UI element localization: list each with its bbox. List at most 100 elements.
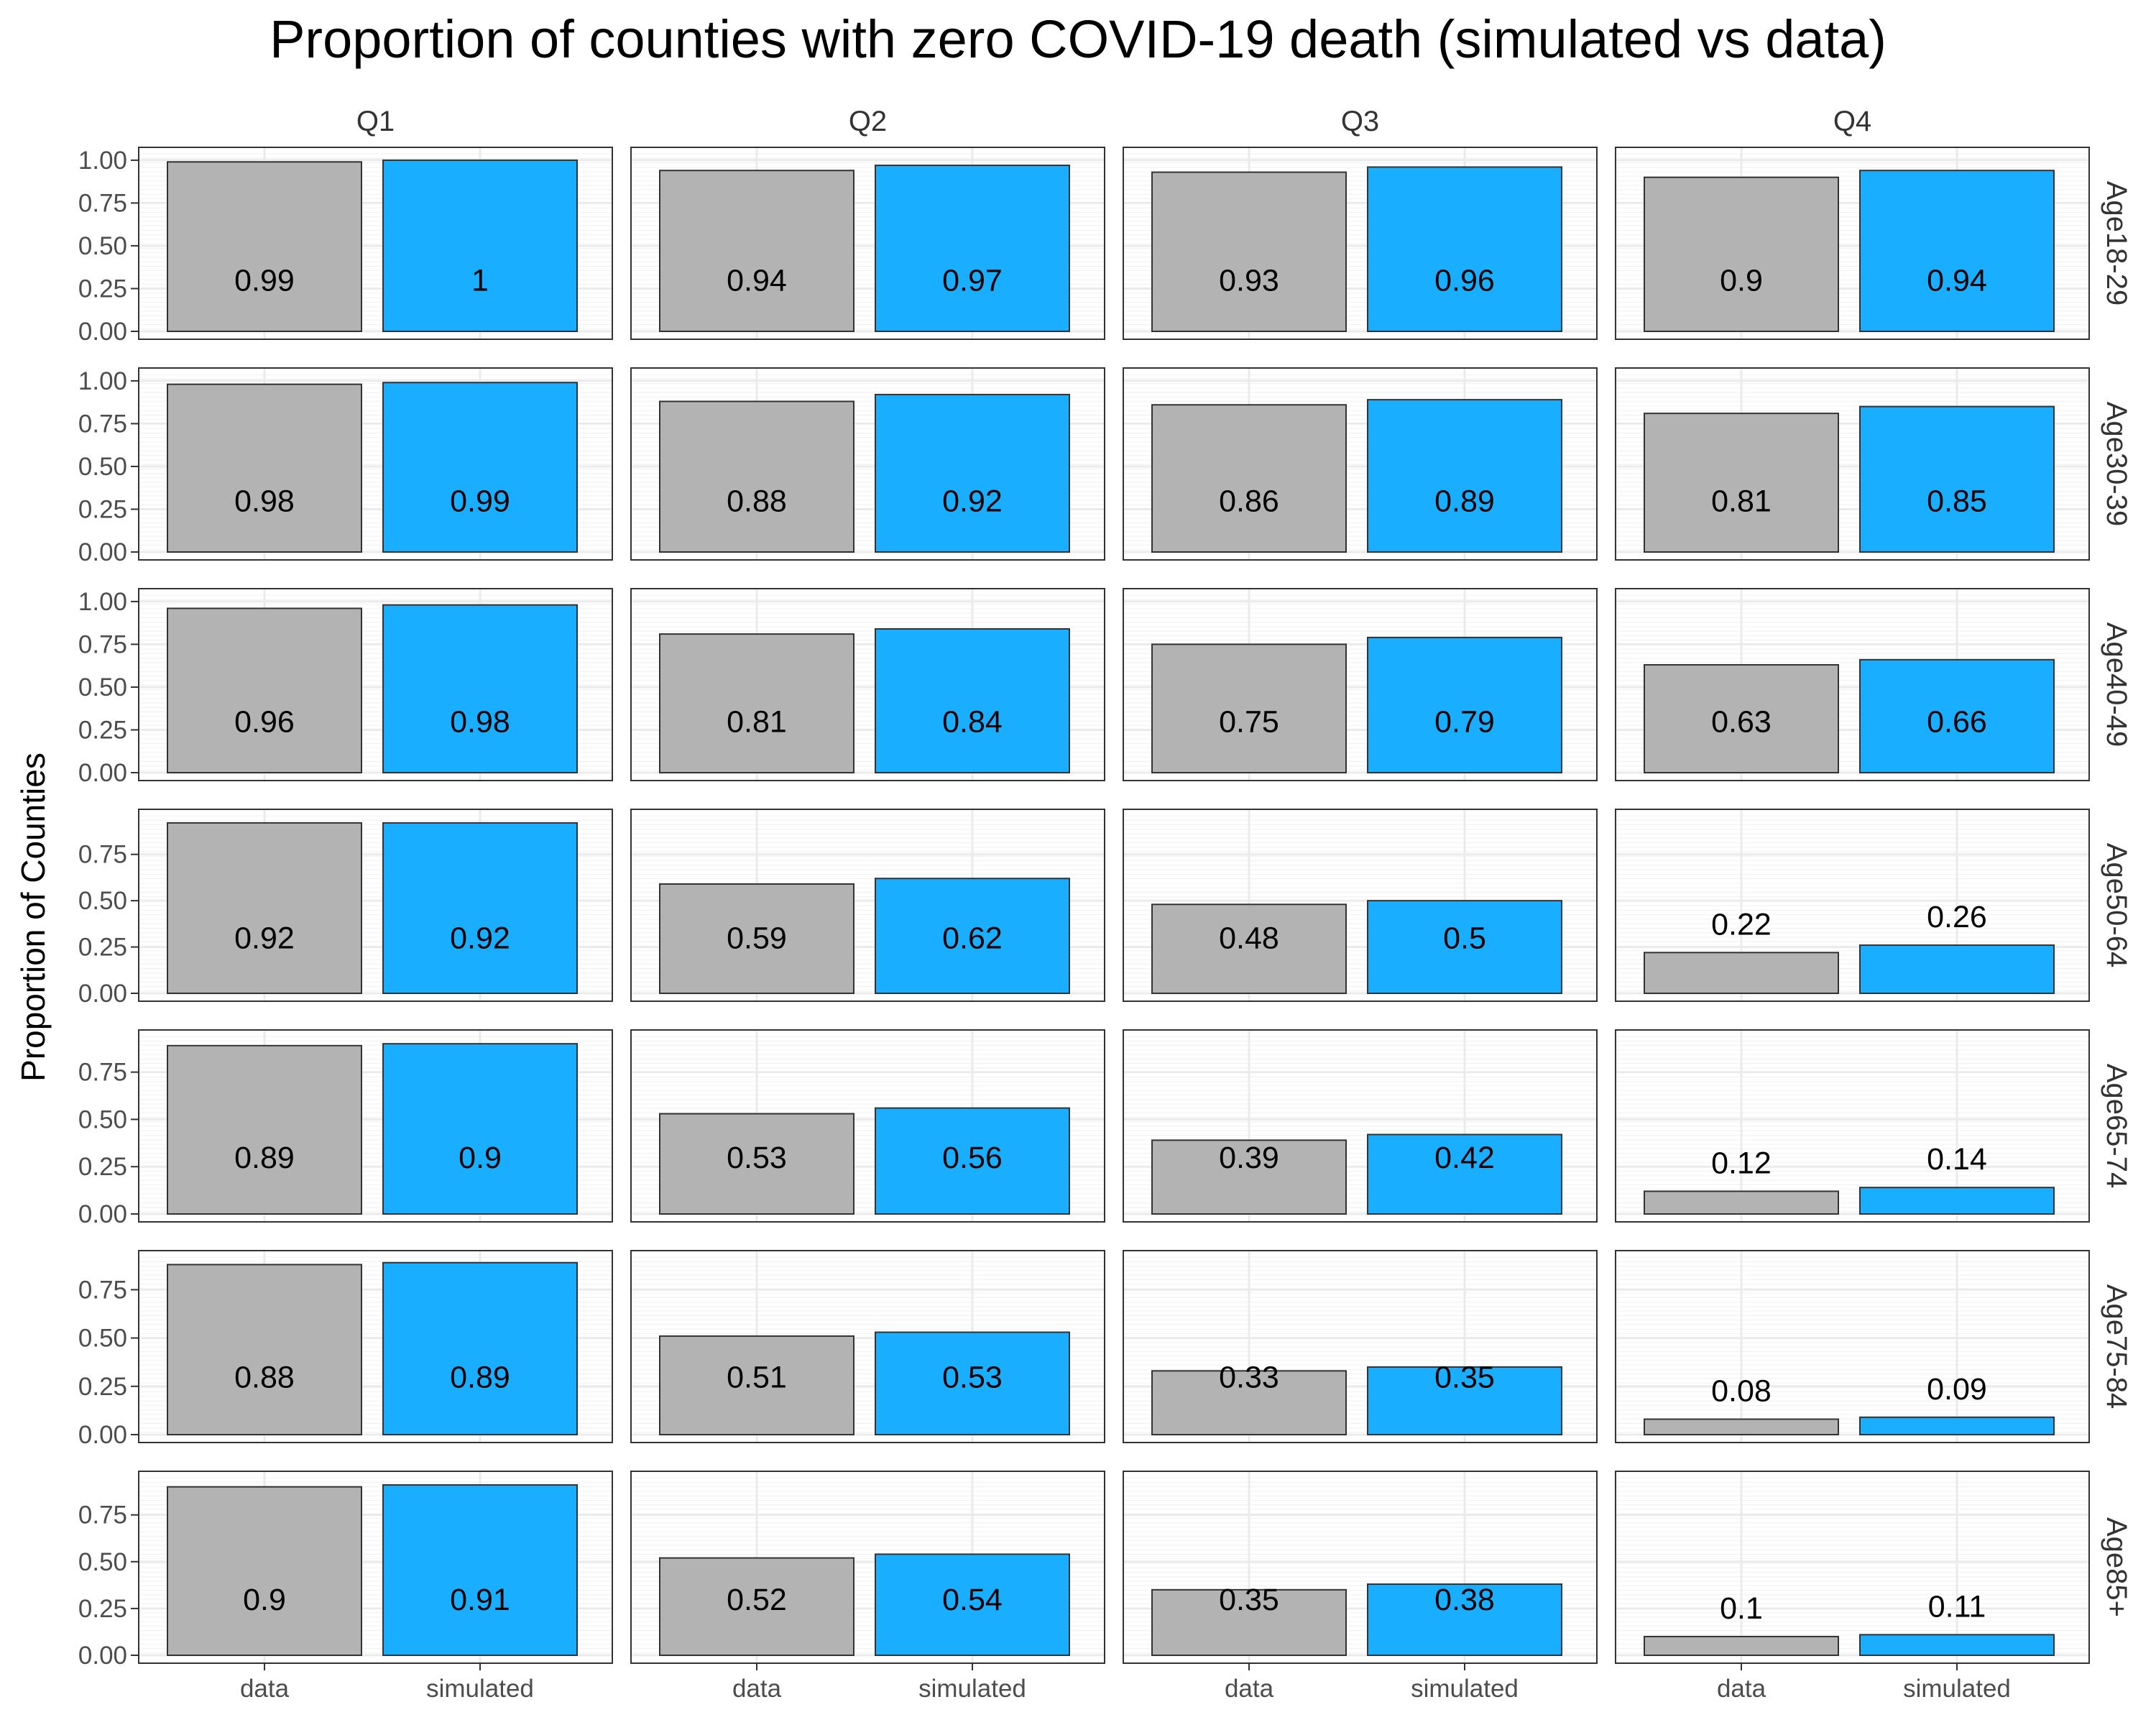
y-tick-label: 0.00	[78, 1200, 127, 1228]
y-tick-label: 0.25	[78, 1595, 127, 1623]
panel-border	[138, 1250, 613, 1443]
y-tick-label: 0.25	[78, 716, 127, 744]
panel: 0.08 0.09	[1615, 1250, 2090, 1443]
bar-value-label: 0.1	[1720, 1591, 1763, 1626]
panel-border	[1123, 588, 1598, 781]
x-tick-label: simulated	[426, 1675, 534, 1703]
panel-border	[1615, 1029, 2090, 1223]
bar-value-label: 0.99	[234, 264, 295, 298]
bar-value-label: 0.94	[1927, 264, 1987, 298]
bar-value-label: 0.96	[1434, 264, 1495, 298]
panel: 0.88 0.92	[630, 367, 1105, 561]
bar-simulated	[382, 382, 578, 553]
bar-value-label: 0.38	[1434, 1583, 1495, 1617]
y-tick-label: 1.00	[78, 367, 127, 395]
panel: 0.52 0.54	[630, 1471, 1105, 1664]
column-strip-label: Q1	[356, 106, 395, 137]
y-tick-label: 0.00	[78, 1642, 127, 1670]
bar-value-label: 0.81	[727, 705, 787, 740]
panel: 0.53 0.56	[630, 1029, 1105, 1223]
panel: 0.63 0.66	[1615, 588, 2090, 781]
bar-value-label: 0.92	[942, 484, 1003, 519]
bar-simulated	[1367, 399, 1562, 553]
bar-value-label: 0.12	[1711, 1146, 1772, 1180]
bar-simulated	[382, 604, 578, 774]
panel: 0.9 0.91	[138, 1471, 613, 1664]
bar-value-label: 0.53	[942, 1360, 1003, 1394]
y-tick-label: 1.00	[78, 588, 127, 616]
x-tick-label: data	[240, 1675, 290, 1703]
bar-value-label: 0.62	[942, 921, 1003, 956]
panel-border	[138, 588, 613, 781]
bar-data	[659, 170, 854, 332]
row-strip-label: Age40-49	[2101, 622, 2132, 747]
row-strip-label: Age50-64	[2101, 843, 2132, 967]
y-tick-label: 0.75	[78, 410, 127, 438]
bar-simulated	[1859, 944, 2055, 995]
bar-data	[659, 1557, 854, 1656]
column-strip-label: Q4	[1833, 106, 1871, 137]
panel: 0.22 0.26	[1615, 809, 2090, 1002]
row-strip-label: Age85+	[2101, 1517, 2132, 1617]
bar-data	[1644, 1418, 1839, 1436]
panel: 0.88 0.89	[138, 1250, 613, 1443]
bar-data	[167, 1486, 362, 1656]
bar-value-label: 0.39	[1219, 1141, 1279, 1175]
bar-value-label: 0.33	[1219, 1360, 1279, 1394]
bar-value-label: 0.22	[1711, 907, 1772, 942]
bar-value-label: 0.35	[1219, 1583, 1279, 1617]
bar-value-label: 0.94	[727, 264, 787, 298]
bar-simulated	[875, 165, 1070, 332]
y-axis-label: Proportion of Counties	[14, 753, 52, 1082]
panel: 0.39 0.42	[1123, 1029, 1598, 1223]
y-tick-label: 0.25	[78, 1153, 127, 1181]
bar-simulated	[382, 1261, 578, 1435]
bar-value-label: 0.54	[942, 1583, 1003, 1617]
panel-border	[1615, 1471, 2090, 1664]
bar-value-label: 0.11	[1928, 1589, 1986, 1624]
bar-data	[1644, 1190, 1839, 1215]
panel: 0.81 0.84	[630, 588, 1105, 781]
panel: 0.48 0.5	[1123, 809, 1598, 1002]
y-tick-label: 0.75	[78, 189, 127, 217]
bar-simulated	[1367, 1366, 1562, 1435]
panel: 0.86 0.89	[1123, 367, 1598, 561]
bar-value-label: 0.96	[234, 705, 295, 740]
bar-simulated	[875, 1553, 1070, 1656]
bar-simulated	[1367, 1583, 1562, 1657]
bar-simulated	[875, 393, 1070, 553]
bar-value-label: 1	[471, 264, 489, 298]
bar-data	[1151, 171, 1347, 332]
bar-data	[167, 161, 362, 332]
bar-value-label: 0.79	[1434, 705, 1495, 740]
bar-value-label: 0.63	[1711, 705, 1772, 740]
panel-border	[630, 809, 1105, 1002]
bar-value-label: 0.75	[1219, 705, 1279, 740]
bar-data	[1644, 1635, 1839, 1656]
bar-data	[659, 1113, 854, 1215]
panel: 0.99 1	[138, 147, 613, 340]
panel-border	[630, 367, 1105, 561]
bar-value-label: 0.85	[1927, 484, 1987, 519]
bar-simulated	[382, 1484, 578, 1656]
y-tick-label: 0.25	[78, 275, 127, 303]
panel: 0.35 0.38	[1123, 1471, 1598, 1664]
bar-simulated	[1859, 1634, 2055, 1657]
y-tick-label: 0.00	[78, 318, 127, 346]
row-strip-label: Age30-39	[2101, 402, 2132, 526]
panel-border	[1615, 1250, 2090, 1443]
y-tick-label: 0.00	[78, 538, 127, 566]
panel-border	[630, 1029, 1105, 1223]
bar-data	[1644, 664, 1839, 773]
y-tick-label: 0.50	[78, 1548, 127, 1576]
y-tick-label: 0.00	[78, 759, 127, 787]
panel-border	[1123, 1471, 1598, 1664]
column-strip-label: Q3	[1341, 106, 1379, 137]
bar-data	[659, 400, 854, 553]
bar-data	[167, 1044, 362, 1215]
bar-value-label: 0.91	[450, 1583, 510, 1617]
bar-value-label: 0.89	[450, 1360, 510, 1394]
bar-value-label: 0.59	[727, 921, 787, 956]
bar-data	[1151, 404, 1347, 553]
